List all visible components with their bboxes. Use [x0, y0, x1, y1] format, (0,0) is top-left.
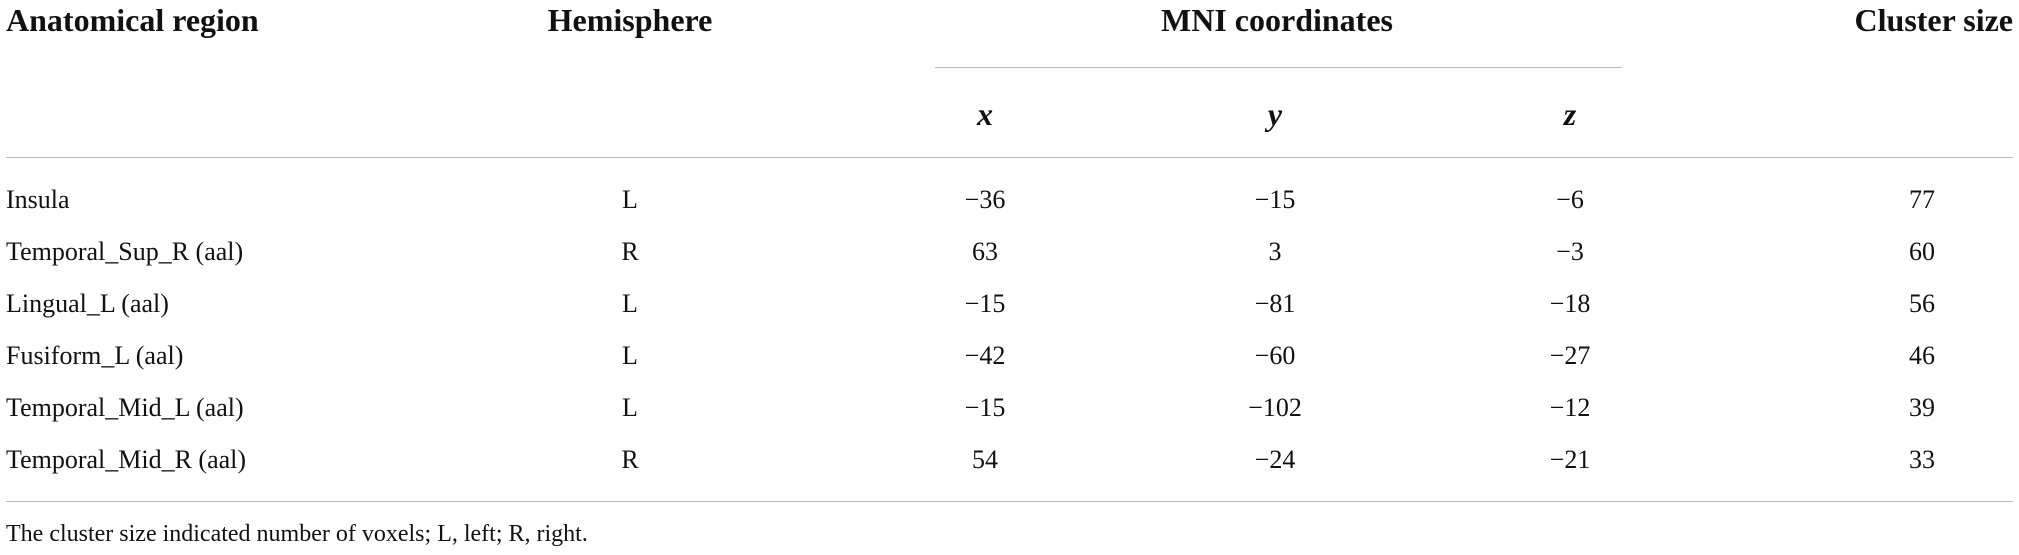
cell-hemisphere: L	[622, 341, 638, 370]
cell-hemisphere: L	[622, 393, 638, 422]
cell-x: −42	[964, 341, 1006, 370]
header-mni-coordinates: MNI coordinates	[1161, 2, 1393, 38]
cell-cluster-size: 46	[1909, 341, 1935, 370]
cell-cluster-size: 77	[1909, 185, 1935, 214]
cell-cluster-size: 33	[1909, 445, 1935, 474]
table-row: Lingual_L (aal) L −15 −81 −18 56	[0, 289, 2019, 329]
subheader-y: y	[1267, 96, 1283, 132]
cell-x: 63	[972, 237, 998, 266]
mni-spanner-rule	[935, 67, 1622, 68]
cell-hemisphere: L	[622, 289, 638, 318]
cell-region: Lingual_L (aal)	[6, 289, 169, 318]
cell-hemisphere: R	[621, 237, 639, 266]
table-row: Temporal_Mid_R (aal) R 54 −24 −21 33	[0, 445, 2019, 485]
cell-z: −3	[1556, 237, 1584, 266]
table-bottom-rule	[6, 501, 2013, 502]
table-footnote: The cluster size indicated number of vox…	[6, 521, 588, 547]
table-row: Fusiform_L (aal) L −42 −60 −27 46	[0, 341, 2019, 381]
cell-z: −27	[1549, 341, 1591, 370]
header-cluster-size: Cluster size	[1854, 2, 2013, 38]
cell-region: Temporal_Mid_L (aal)	[6, 393, 244, 422]
cell-y: −60	[1254, 341, 1296, 370]
cell-y: −24	[1254, 445, 1296, 474]
cell-cluster-size: 60	[1909, 237, 1935, 266]
cell-hemisphere: L	[622, 185, 638, 214]
cell-y: 3	[1268, 237, 1282, 266]
cell-x: −15	[964, 393, 1006, 422]
cell-z: −12	[1549, 393, 1591, 422]
subheader-x: x	[977, 96, 993, 132]
cell-cluster-size: 56	[1909, 289, 1935, 318]
cell-x: 54	[972, 445, 998, 474]
cell-y: −102	[1248, 393, 1302, 422]
cell-cluster-size: 39	[1909, 393, 1935, 422]
cell-region: Fusiform_L (aal)	[6, 341, 184, 370]
cell-y: −15	[1254, 185, 1296, 214]
cell-z: −21	[1549, 445, 1591, 474]
header-rule	[6, 157, 2013, 158]
cell-hemisphere: R	[621, 445, 639, 474]
cell-region: Temporal_Mid_R (aal)	[6, 445, 247, 474]
subheader-z: z	[1563, 96, 1577, 132]
header-hemisphere: Hemisphere	[547, 2, 713, 38]
cell-z: −6	[1556, 185, 1584, 214]
cell-y: −81	[1254, 289, 1296, 318]
header-anatomical-region: Anatomical region	[6, 2, 259, 38]
cell-x: −36	[964, 185, 1006, 214]
cell-z: −18	[1549, 289, 1591, 318]
cell-region: Insula	[6, 185, 70, 214]
cell-x: −15	[964, 289, 1006, 318]
table-row: Temporal_Mid_L (aal) L −15 −102 −12 39	[0, 393, 2019, 433]
cell-region: Temporal_Sup_R (aal)	[6, 237, 244, 266]
table-row: Insula L −36 −15 −6 77	[0, 185, 2019, 225]
table-row: Temporal_Sup_R (aal) R 63 3 −3 60	[0, 237, 2019, 277]
